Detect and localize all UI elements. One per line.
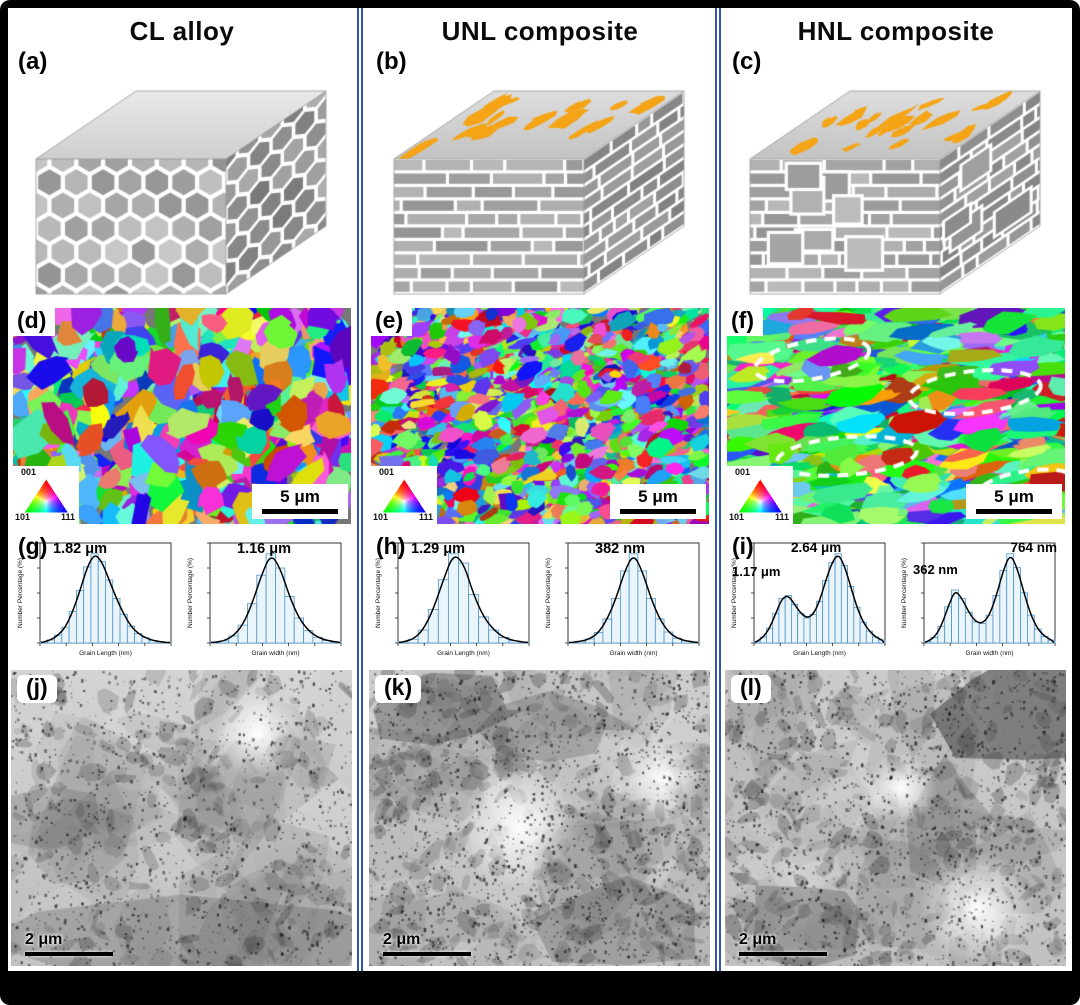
ipf-legend: 001 101 111	[371, 466, 437, 524]
tem-image	[369, 670, 710, 966]
column-title: CL alloy	[129, 16, 235, 46]
peak-label: 382 nm	[595, 541, 645, 557]
tem-scale-bar: 2 μm	[383, 931, 471, 956]
panel-label-k: (k)	[375, 675, 422, 703]
column-unl-composite: UNL composite (b) (e) 001 101 111 5 μm (…	[368, 8, 712, 971]
tem-image	[11, 670, 352, 966]
scale-bar-label: 2 μm	[383, 931, 421, 948]
ipf-triangle	[23, 478, 69, 514]
peak-label: 1.17 μm	[732, 564, 781, 579]
scale-bar-line	[620, 509, 696, 514]
histogram-canvas	[15, 536, 177, 664]
peak-label: 1.29 μm	[411, 541, 466, 557]
panel-label-j: (j)	[17, 675, 57, 703]
panel-label-i: (i)	[732, 533, 754, 559]
peak-label: 1.16 μm	[237, 541, 292, 557]
column-title: UNL composite	[441, 16, 639, 46]
scale-bar-line	[976, 509, 1052, 514]
histogram-grain-length: 1.17 μm 2.64 μm	[729, 536, 891, 664]
ipf-101-label: 101	[373, 512, 389, 522]
histogram-grain-width: 382 nm	[543, 536, 705, 664]
scale-bar-label: 2 μm	[25, 931, 63, 948]
histogram-canvas	[543, 536, 705, 664]
column-cl-alloy: CL alloy (a) (d) 001 101 111 5 μm (g) 1.…	[10, 8, 354, 971]
tem-scale-bar: 2 μm	[739, 931, 827, 956]
column-separator	[357, 8, 363, 971]
scale-bar-label: 5 μm	[994, 487, 1034, 506]
tem-scale-bar: 2 μm	[25, 931, 113, 956]
panel-label-g: (g)	[18, 533, 48, 559]
peak-label: 2.64 μm	[791, 540, 842, 555]
ebsd-map-panel: (f) 001 101 111 5 μm	[727, 308, 1065, 524]
tem-image-panel: (j) 2 μm	[11, 670, 352, 966]
panel-label-h: (h)	[376, 533, 406, 559]
ipf-111-label: 111	[418, 512, 433, 522]
ipf-111-label: 111	[60, 512, 75, 522]
ipf-101-label: 101	[15, 512, 31, 522]
column-title: HNL composite	[797, 16, 995, 46]
ipf-101-label: 101	[729, 512, 745, 522]
ebsd-scale-bar: 5 μm	[966, 484, 1062, 519]
panel-label-a: (a)	[18, 48, 48, 75]
scale-bar-line	[25, 952, 113, 956]
histogram-canvas	[729, 536, 891, 664]
panel-label-d: (d)	[13, 308, 56, 336]
panel-label-f: (f)	[727, 308, 763, 336]
scale-bar-line	[262, 509, 338, 514]
scale-bar-label: 2 μm	[739, 931, 777, 948]
ipf-triangle	[737, 478, 783, 514]
figure-content: CL alloy (a) (d) 001 101 111 5 μm (g) 1.…	[8, 8, 1072, 971]
scale-bar-line	[739, 952, 827, 956]
scale-bar-label: 5 μm	[638, 487, 678, 506]
panel-label-e: (e)	[371, 308, 413, 336]
schematic-grain-structure	[736, 54, 1056, 304]
histogram-canvas	[899, 536, 1061, 664]
histogram-canvas	[185, 536, 347, 664]
ipf-legend: 001 101 111	[727, 466, 793, 524]
histogram-grain-width: 362 nm 764 nm	[899, 536, 1061, 664]
ebsd-map-panel: (d) 001 101 111 5 μm	[13, 308, 351, 524]
column-separator	[715, 8, 721, 971]
panel-label-b: (b)	[376, 48, 407, 75]
ipf-triangle	[381, 478, 427, 514]
ipf-001-label: 001	[735, 467, 751, 477]
ebsd-scale-bar: 5 μm	[252, 484, 348, 519]
peak-label: 1.82 μm	[53, 541, 108, 557]
column-hnl-composite: HNL composite (c) (f) 001 101 111 5 μm (…	[724, 8, 1068, 971]
ebsd-map-panel: (e) 001 101 111 5 μm	[371, 308, 709, 524]
ipf-001-label: 001	[379, 467, 395, 477]
histogram-grain-length: 1.29 μm	[373, 536, 535, 664]
peak-label: 362 nm	[913, 562, 958, 577]
scale-bar-line	[383, 952, 471, 956]
tem-image-panel: (l) 2 μm	[725, 670, 1066, 966]
panel-label-c: (c)	[732, 48, 762, 75]
tem-image-panel: (k) 2 μm	[369, 670, 710, 966]
panel-label-l: (l)	[731, 675, 771, 703]
tem-image	[725, 670, 1066, 966]
ipf-legend: 001 101 111	[13, 466, 79, 524]
ipf-001-label: 001	[21, 467, 37, 477]
histogram-canvas	[373, 536, 535, 664]
scale-bar-label: 5 μm	[280, 487, 320, 506]
ebsd-scale-bar: 5 μm	[610, 484, 706, 519]
schematic-grain-structure	[22, 54, 342, 304]
peak-label: 764 nm	[1010, 540, 1057, 555]
histogram-grain-length: 1.82 μm	[15, 536, 177, 664]
ipf-111-label: 111	[774, 512, 789, 522]
histogram-grain-width: 1.16 μm	[185, 536, 347, 664]
schematic-grain-structure	[380, 54, 700, 304]
